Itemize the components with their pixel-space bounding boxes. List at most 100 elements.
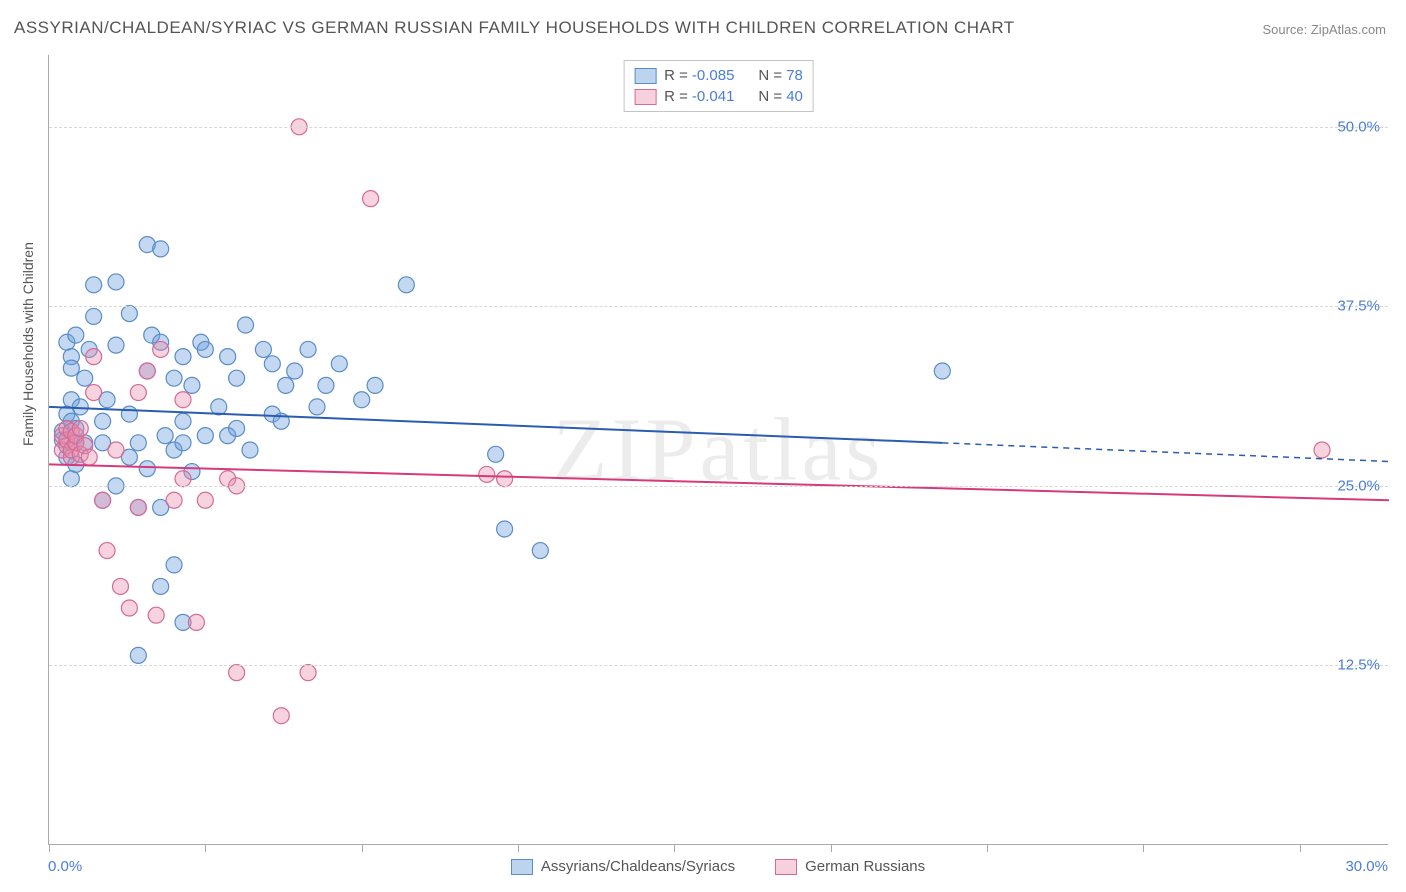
data-point <box>95 492 111 508</box>
x-tick <box>674 844 675 852</box>
data-point <box>255 341 271 357</box>
data-point <box>197 428 213 444</box>
data-point <box>479 466 495 482</box>
data-point <box>63 471 79 487</box>
data-point <box>166 557 182 573</box>
data-point <box>95 413 111 429</box>
trend-line <box>49 464 1389 500</box>
data-point <box>1314 442 1330 458</box>
legend-label: Assyrians/Chaldeans/Syriacs <box>541 858 735 875</box>
data-point <box>175 413 191 429</box>
data-point <box>121 306 137 322</box>
data-point <box>175 349 191 365</box>
data-point <box>184 377 200 393</box>
data-point <box>497 471 513 487</box>
data-point <box>68 327 84 343</box>
data-point <box>242 442 258 458</box>
source-label: Source: ZipAtlas.com <box>1262 22 1386 37</box>
data-point <box>130 647 146 663</box>
gridline <box>49 127 1388 128</box>
data-point <box>139 363 155 379</box>
x-tick-30: 30.0% <box>1345 858 1388 875</box>
data-point <box>130 435 146 451</box>
gridline <box>49 306 1388 307</box>
data-point <box>175 471 191 487</box>
gridline <box>49 665 1388 666</box>
data-point <box>99 543 115 559</box>
x-tick <box>1300 844 1301 852</box>
y-tick-label: 12.5% <box>1337 657 1380 674</box>
data-point <box>130 385 146 401</box>
data-point <box>488 446 504 462</box>
x-tick <box>1143 844 1144 852</box>
data-point <box>278 377 294 393</box>
data-point <box>157 428 173 444</box>
data-point <box>166 370 182 386</box>
data-point <box>112 578 128 594</box>
data-point <box>238 317 254 333</box>
data-point <box>166 492 182 508</box>
data-point <box>121 406 137 422</box>
data-point <box>86 308 102 324</box>
legend-n-label-2: N = 40 <box>758 88 802 105</box>
data-point <box>229 665 245 681</box>
data-point <box>130 499 146 515</box>
x-tick <box>205 844 206 852</box>
data-point <box>139 461 155 477</box>
data-point <box>197 341 213 357</box>
x-tick-0: 0.0% <box>48 858 82 875</box>
legend-row-2: R = -0.041 N = 40 <box>634 86 803 107</box>
data-point <box>287 363 303 379</box>
data-point <box>148 607 164 623</box>
data-point <box>108 274 124 290</box>
chart-title: ASSYRIAN/CHALDEAN/SYRIAC VS GERMAN RUSSI… <box>14 18 1015 38</box>
data-point <box>197 492 213 508</box>
legend-r-label-2: R = -0.041 <box>664 88 734 105</box>
chart-area: ZIPatlas R = -0.085 N = 78 R = -0.041 N … <box>48 55 1388 845</box>
data-point <box>229 420 245 436</box>
data-point <box>300 665 316 681</box>
y-axis-label: Family Households with Children <box>20 242 36 446</box>
series-legend: Assyrians/Chaldeans/Syriacs German Russi… <box>48 858 1388 875</box>
legend-item-german-russians: German Russians <box>775 858 925 875</box>
data-point <box>367 377 383 393</box>
data-point <box>331 356 347 372</box>
data-point <box>273 708 289 724</box>
data-point <box>86 385 102 401</box>
legend-item-assyrians: Assyrians/Chaldeans/Syriacs <box>511 858 735 875</box>
data-point <box>86 277 102 293</box>
data-point <box>121 600 137 616</box>
data-point <box>81 449 97 465</box>
gridline <box>49 486 1388 487</box>
data-point <box>63 360 79 376</box>
scatter-chart <box>49 55 1389 845</box>
data-point <box>229 370 245 386</box>
data-point <box>188 614 204 630</box>
data-point <box>86 349 102 365</box>
data-point <box>72 399 88 415</box>
y-tick-label: 50.0% <box>1337 118 1380 135</box>
x-tick <box>987 844 988 852</box>
data-point <box>153 578 169 594</box>
x-tick <box>362 844 363 852</box>
data-point <box>175 392 191 408</box>
data-point <box>398 277 414 293</box>
correlation-legend: R = -0.085 N = 78 R = -0.041 N = 40 <box>623 60 814 112</box>
data-point <box>354 392 370 408</box>
data-point <box>153 341 169 357</box>
x-tick <box>49 844 50 852</box>
y-tick-label: 37.5% <box>1337 298 1380 315</box>
swatch-blue-icon <box>634 68 656 84</box>
data-point <box>497 521 513 537</box>
data-point <box>175 435 191 451</box>
legend-n-label-1: N = 78 <box>758 67 802 84</box>
y-tick-label: 25.0% <box>1337 477 1380 494</box>
x-tick <box>518 844 519 852</box>
x-tick <box>831 844 832 852</box>
data-point <box>77 370 93 386</box>
data-point <box>153 241 169 257</box>
data-point <box>318 377 334 393</box>
data-point <box>300 341 316 357</box>
data-point <box>72 420 88 436</box>
legend-r-label-1: R = -0.085 <box>664 67 734 84</box>
